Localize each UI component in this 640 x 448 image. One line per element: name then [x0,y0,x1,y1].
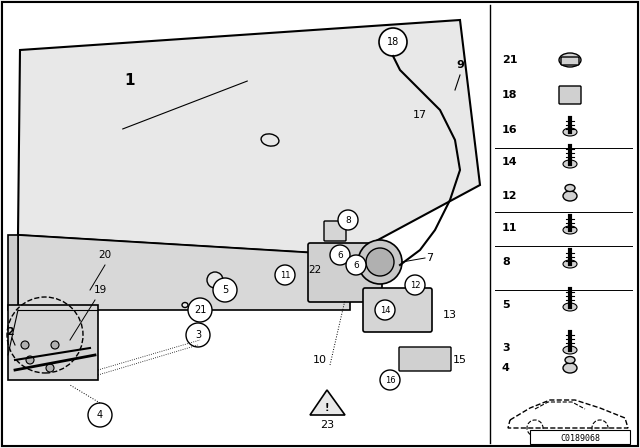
Text: 15: 15 [453,355,467,365]
Circle shape [207,272,223,288]
Text: 13: 13 [443,310,457,320]
Text: 11: 11 [502,223,518,233]
Ellipse shape [563,128,577,136]
FancyBboxPatch shape [561,57,579,65]
Circle shape [188,298,212,322]
Text: 17: 17 [413,110,427,120]
Circle shape [358,240,402,284]
Text: 7: 7 [426,253,433,263]
Ellipse shape [261,134,279,146]
Ellipse shape [563,160,577,168]
Bar [530,430,630,444]
Ellipse shape [563,303,577,311]
Ellipse shape [563,346,577,354]
Text: 8: 8 [345,215,351,224]
Text: 14: 14 [380,306,390,314]
Circle shape [186,323,210,347]
Bar [8,305,98,380]
Ellipse shape [563,226,577,234]
Circle shape [338,210,358,230]
Text: 16: 16 [385,375,396,384]
Ellipse shape [563,260,577,268]
Text: C0189068: C0189068 [560,434,600,443]
FancyBboxPatch shape [324,221,346,241]
Text: 9: 9 [456,60,464,70]
Text: 3: 3 [195,330,201,340]
Text: 18: 18 [502,90,518,100]
Ellipse shape [559,53,581,67]
Circle shape [405,275,425,295]
Text: 20: 20 [99,250,111,260]
Polygon shape [18,20,480,255]
FancyBboxPatch shape [363,288,432,332]
Ellipse shape [563,191,577,201]
Circle shape [46,364,54,372]
Circle shape [275,265,295,285]
Ellipse shape [565,357,575,363]
Circle shape [366,248,394,276]
Text: 6: 6 [337,250,343,259]
Circle shape [380,370,400,390]
Circle shape [346,255,366,275]
Polygon shape [8,235,18,310]
Text: 12: 12 [410,280,420,289]
Circle shape [375,300,395,320]
Text: 14: 14 [502,157,518,167]
Ellipse shape [182,302,188,307]
Text: 3: 3 [502,343,509,353]
Text: 12: 12 [502,191,518,201]
Circle shape [379,28,407,56]
Text: 6: 6 [353,260,359,270]
Ellipse shape [565,185,575,191]
Text: 23: 23 [320,420,334,430]
Text: 2: 2 [6,327,14,337]
Text: 22: 22 [308,265,322,275]
FancyBboxPatch shape [399,347,451,371]
Ellipse shape [563,363,577,373]
Text: 5: 5 [222,285,228,295]
Text: 4: 4 [97,410,103,420]
Text: 8: 8 [502,257,509,267]
Circle shape [88,403,112,427]
FancyBboxPatch shape [308,243,382,302]
Text: 21: 21 [502,55,518,65]
Text: 5: 5 [502,300,509,310]
Text: 19: 19 [93,285,107,295]
Text: 4: 4 [502,363,510,373]
Text: 10: 10 [313,355,327,365]
Text: 18: 18 [387,37,399,47]
Circle shape [26,356,34,364]
Text: !: ! [324,403,329,413]
FancyBboxPatch shape [559,86,581,104]
Polygon shape [18,235,350,310]
Text: 1: 1 [125,73,135,87]
Circle shape [213,278,237,302]
Circle shape [330,245,350,265]
Text: 21: 21 [194,305,206,315]
Circle shape [51,341,59,349]
Text: 16: 16 [502,125,518,135]
Circle shape [21,341,29,349]
Text: 11: 11 [280,271,291,280]
Polygon shape [310,390,345,415]
